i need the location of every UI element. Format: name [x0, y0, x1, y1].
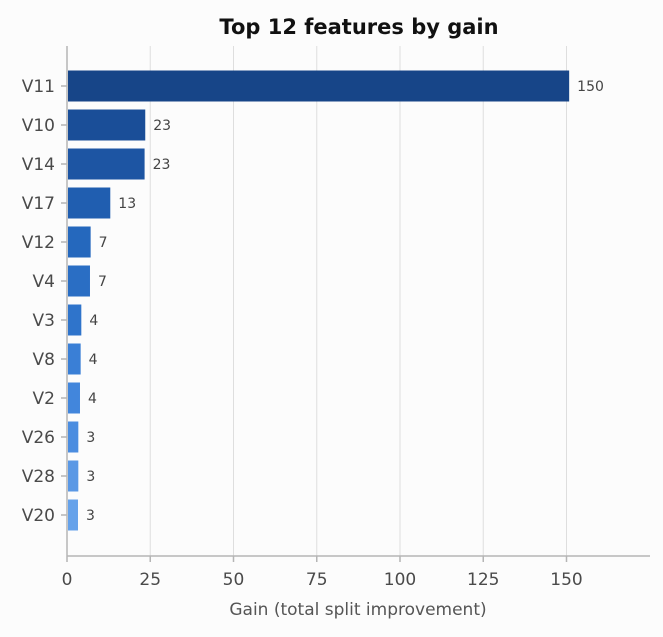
data-label: 7: [98, 274, 107, 290]
bar-v3: [68, 304, 82, 336]
bar-v8: [68, 343, 81, 375]
y-tick-labels: V11 V10 V14 V17 V12 V4 V3 V8 V2 V26 V28 V20: [22, 77, 67, 526]
x-tick-label: 150: [550, 570, 582, 590]
data-label: 13: [118, 196, 136, 212]
data-label: 4: [88, 391, 97, 407]
bar-v28: [68, 460, 79, 492]
x-tick-label: 125: [467, 570, 499, 590]
bar-v12: [68, 226, 91, 258]
bar-v2: [68, 382, 80, 414]
y-tick-label: V17: [22, 194, 55, 214]
data-label: 3: [86, 469, 95, 485]
data-label: 23: [153, 118, 171, 134]
bar-v20: [68, 499, 78, 531]
x-tick-label: 100: [384, 570, 416, 590]
y-tick-label: V10: [22, 116, 55, 136]
x-axis-label: Gain (total split improvement): [229, 600, 486, 620]
bar-v17: [68, 187, 111, 219]
data-label: 4: [89, 313, 98, 329]
bars: [68, 70, 570, 531]
data-label: 3: [86, 508, 95, 524]
bar-v11: [68, 70, 570, 102]
x-tick-labels: 0 25 50 75 100 125 150: [62, 556, 583, 590]
x-tick-label: 50: [223, 570, 245, 590]
bar-v14: [68, 148, 145, 180]
data-label: 4: [89, 352, 98, 368]
x-tick-label: 0: [62, 570, 73, 590]
data-labels: 150 23 23 13 7 7 4 4 4 3 3 3: [86, 79, 604, 524]
y-tick-label: V26: [22, 428, 55, 448]
data-label: 150: [577, 79, 604, 95]
x-tick-label: 75: [306, 570, 328, 590]
chart-title: Top 12 features by gain: [219, 15, 498, 39]
y-tick-label: V14: [22, 155, 55, 175]
y-tick-label: V2: [33, 389, 55, 409]
y-tick-label: V20: [22, 506, 55, 526]
y-tick-label: V4: [33, 272, 55, 292]
data-label: 3: [86, 430, 95, 446]
data-label: 23: [153, 157, 171, 173]
y-tick-label: V12: [22, 233, 55, 253]
data-label: 7: [99, 235, 108, 251]
grid-lines: [149, 46, 567, 556]
y-tick-label: V11: [22, 77, 55, 97]
bar-v10: [68, 109, 146, 141]
x-tick-label: 25: [139, 570, 161, 590]
bar-v26: [68, 421, 79, 453]
y-tick-label: V28: [22, 467, 55, 487]
y-tick-label: V3: [33, 311, 55, 331]
y-tick-label: V8: [33, 350, 55, 370]
bar-v4: [68, 265, 90, 297]
